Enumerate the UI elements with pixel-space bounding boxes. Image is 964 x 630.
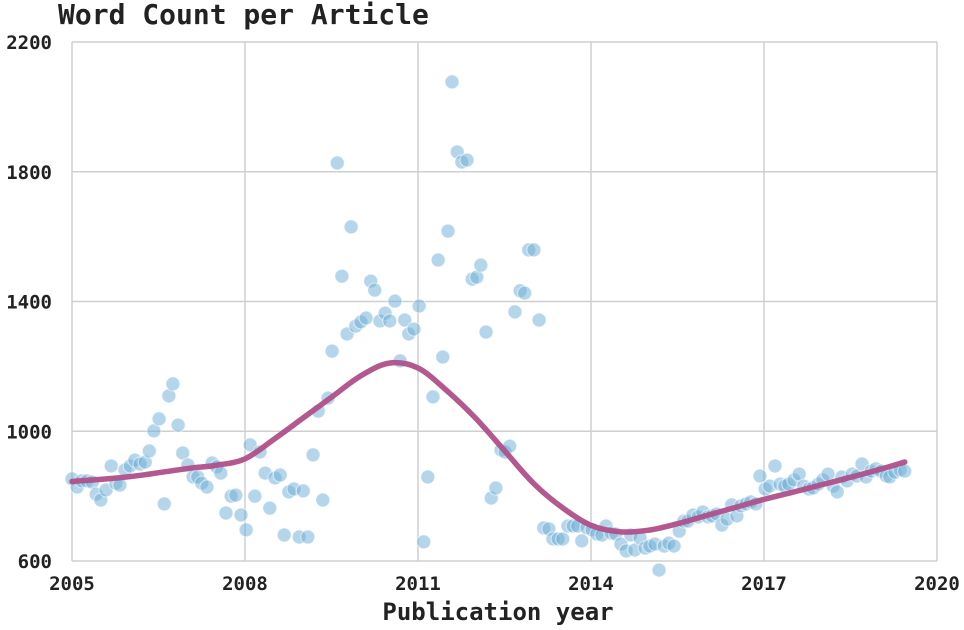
data-point	[430, 252, 446, 268]
data-point	[459, 152, 475, 168]
data-point	[440, 223, 456, 239]
x-tick-label: 2020	[914, 573, 960, 595]
data-point	[315, 492, 331, 508]
data-point	[767, 458, 783, 474]
data-point	[425, 389, 441, 405]
y-tick-label: 600	[18, 551, 52, 573]
chart-title: Word Count per Article	[58, 0, 429, 31]
data-point	[382, 313, 398, 329]
data-point	[651, 562, 667, 578]
data-point	[228, 487, 244, 503]
data-point	[387, 293, 403, 309]
data-point	[218, 505, 234, 521]
data-point	[666, 538, 682, 554]
data-point	[343, 219, 359, 235]
data-point	[358, 310, 374, 326]
data-point	[397, 312, 413, 328]
data-point	[141, 443, 157, 459]
data-point	[367, 282, 383, 298]
data-point	[478, 324, 494, 340]
y-tick-label: 1000	[6, 421, 52, 443]
data-point	[165, 376, 181, 392]
data-point	[507, 304, 523, 320]
data-point	[103, 458, 119, 474]
data-point	[272, 467, 288, 483]
data-point	[752, 468, 768, 484]
trend-line	[69, 359, 908, 535]
data-point	[420, 469, 436, 485]
x-tick-label: 2008	[222, 573, 268, 595]
data-point	[555, 531, 571, 547]
x-tick-label: 2011	[395, 573, 441, 595]
x-tick-label: 2017	[741, 573, 787, 595]
data-point	[151, 411, 167, 427]
data-point	[213, 465, 229, 481]
data-point	[411, 298, 427, 314]
data-point	[334, 268, 350, 284]
data-point	[829, 484, 845, 500]
data-point	[324, 343, 340, 359]
y-tick-label: 1800	[6, 162, 52, 184]
y-tick-label: 1400	[6, 292, 52, 314]
data-point	[574, 533, 590, 549]
data-point	[276, 527, 292, 543]
data-point	[170, 417, 186, 433]
data-point	[199, 479, 215, 495]
data-point	[300, 529, 316, 545]
data-point	[406, 321, 422, 337]
data-point	[262, 500, 278, 516]
x-axis-label: Publication year	[382, 598, 613, 626]
data-point	[473, 257, 489, 273]
data-point	[329, 155, 345, 171]
x-tick-label: 2014	[568, 573, 614, 595]
x-tick-label: 2005	[49, 573, 95, 595]
data-point	[295, 483, 311, 499]
data-point	[156, 496, 172, 512]
data-point	[517, 285, 533, 301]
y-tick-label: 2200	[6, 32, 52, 54]
data-point	[305, 447, 321, 463]
data-point	[416, 534, 432, 550]
data-point	[531, 312, 547, 328]
data-point	[488, 480, 504, 496]
data-point	[238, 522, 254, 538]
data-point	[233, 507, 249, 523]
data-point	[526, 242, 542, 258]
data-point	[444, 74, 460, 90]
data-point	[435, 349, 451, 365]
data-point	[247, 488, 263, 504]
